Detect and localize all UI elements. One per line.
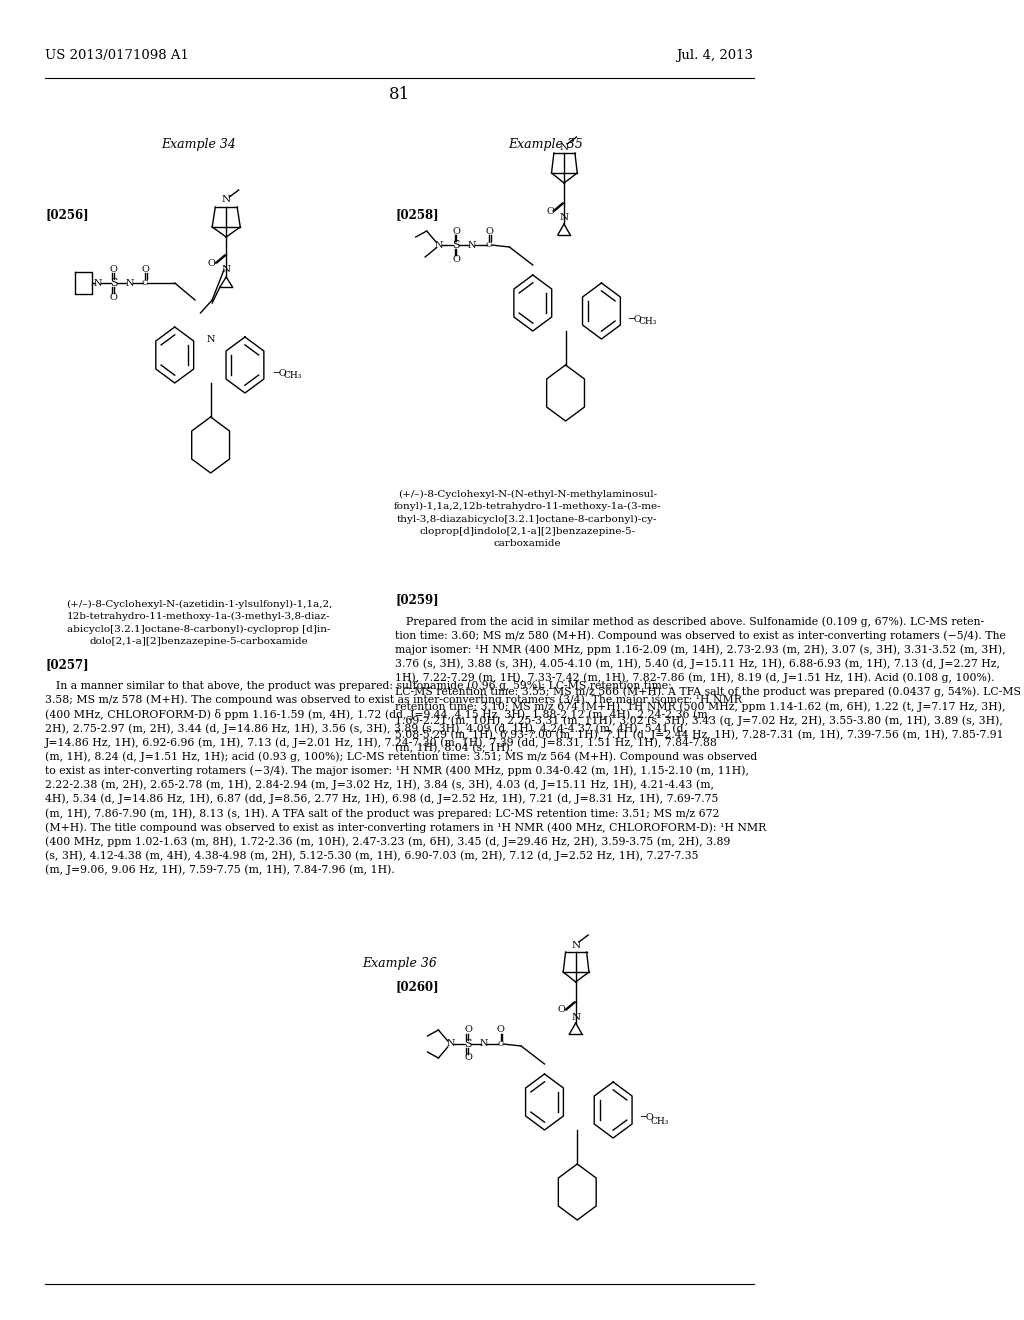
Text: US 2013/0171098 A1: US 2013/0171098 A1 bbox=[45, 49, 189, 62]
Text: [0259]: [0259] bbox=[395, 593, 439, 606]
Text: (+/–)-8-Cyclohexyl-N-(azetidin-1-ylsulfonyl)-1,1a,2,
12b-tetrahydro-11-methoxy-1: (+/–)-8-Cyclohexyl-N-(azetidin-1-ylsulfo… bbox=[66, 601, 332, 645]
Text: Example 34: Example 34 bbox=[162, 139, 237, 150]
Text: O: O bbox=[546, 206, 554, 215]
Text: [0260]: [0260] bbox=[395, 979, 439, 993]
Text: N: N bbox=[559, 143, 568, 152]
Text: O: O bbox=[464, 1026, 472, 1035]
Text: N: N bbox=[559, 214, 568, 223]
Text: CH₃: CH₃ bbox=[284, 371, 302, 380]
Text: O: O bbox=[464, 1053, 472, 1063]
Text: O: O bbox=[110, 293, 118, 301]
Text: [0258]: [0258] bbox=[395, 209, 439, 220]
Text: O: O bbox=[497, 1026, 505, 1035]
Text: N: N bbox=[446, 1040, 455, 1048]
Text: N: N bbox=[479, 1040, 487, 1048]
Text: Example 35: Example 35 bbox=[509, 139, 584, 150]
Text: 81: 81 bbox=[389, 86, 410, 103]
Text: ─O: ─O bbox=[640, 1114, 653, 1122]
Text: N: N bbox=[468, 240, 476, 249]
Text: C: C bbox=[498, 1040, 504, 1048]
Text: ─O: ─O bbox=[273, 368, 287, 378]
Text: C: C bbox=[486, 242, 493, 249]
Text: [0256]: [0256] bbox=[45, 209, 89, 220]
Text: In a manner similar to that above, the product was prepared: sulfonamide (0.96 g: In a manner similar to that above, the p… bbox=[45, 680, 767, 875]
Text: ─O: ─O bbox=[628, 314, 642, 323]
Text: O: O bbox=[485, 227, 493, 235]
Text: [0257]: [0257] bbox=[45, 657, 89, 671]
Text: C: C bbox=[142, 279, 148, 286]
Text: N: N bbox=[221, 265, 230, 275]
Text: Prepared from the acid in similar method as described above. Sulfonamide (0.109 : Prepared from the acid in similar method… bbox=[395, 616, 1021, 754]
Text: N: N bbox=[435, 240, 443, 249]
Text: O: O bbox=[208, 259, 215, 268]
Text: O: O bbox=[141, 264, 150, 273]
Text: (+/–)-8-Cyclohexyl-N-(N-ethyl-N-methylaminosul-
fonyl)-1,1a,2,12b-tetrahydro-11-: (+/–)-8-Cyclohexyl-N-(N-ethyl-N-methylam… bbox=[393, 490, 662, 548]
Text: S: S bbox=[453, 240, 460, 249]
Text: O: O bbox=[110, 264, 118, 273]
Text: N: N bbox=[125, 279, 134, 288]
Text: N: N bbox=[571, 1012, 581, 1022]
Text: N: N bbox=[221, 195, 230, 205]
Text: O: O bbox=[453, 227, 460, 235]
Text: CH₃: CH₃ bbox=[639, 318, 657, 326]
Text: CH₃: CH₃ bbox=[650, 1117, 669, 1126]
Text: N: N bbox=[94, 279, 102, 288]
Text: S: S bbox=[464, 1039, 472, 1049]
Text: O: O bbox=[558, 1006, 565, 1015]
Text: N: N bbox=[207, 335, 215, 345]
Text: S: S bbox=[110, 279, 118, 288]
Text: N: N bbox=[571, 940, 581, 949]
Text: Jul. 4, 2013: Jul. 4, 2013 bbox=[677, 49, 754, 62]
Text: Example 36: Example 36 bbox=[361, 957, 437, 970]
Text: O: O bbox=[453, 255, 460, 264]
